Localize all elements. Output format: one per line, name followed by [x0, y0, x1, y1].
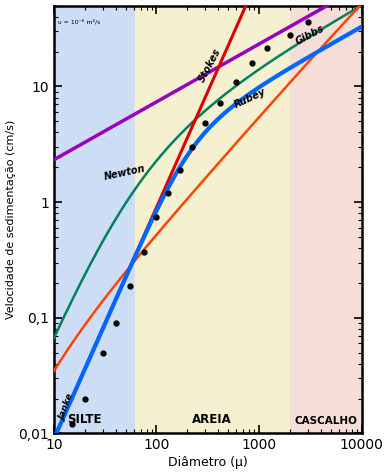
Text: CASCALHO: CASCALHO: [294, 417, 357, 427]
X-axis label: Diâmetro (μ): Diâmetro (μ): [168, 456, 248, 469]
Text: SILTE: SILTE: [68, 413, 102, 427]
Y-axis label: Velocidade de sedimentação (cm/s): Velocidade de sedimentação (cm/s): [5, 120, 16, 319]
Text: Janke: Janke: [58, 393, 76, 422]
Text: υ = 10⁻⁶ m²/s: υ = 10⁻⁶ m²/s: [58, 19, 101, 25]
Bar: [290, 6, 361, 433]
Text: Rubey: Rubey: [232, 86, 267, 110]
Text: Stokes: Stokes: [197, 47, 223, 84]
Text: Newton: Newton: [103, 163, 146, 182]
Bar: [54, 6, 135, 433]
Text: Gibbs: Gibbs: [294, 23, 326, 47]
Bar: [135, 6, 290, 433]
Text: AREIA: AREIA: [193, 413, 232, 427]
